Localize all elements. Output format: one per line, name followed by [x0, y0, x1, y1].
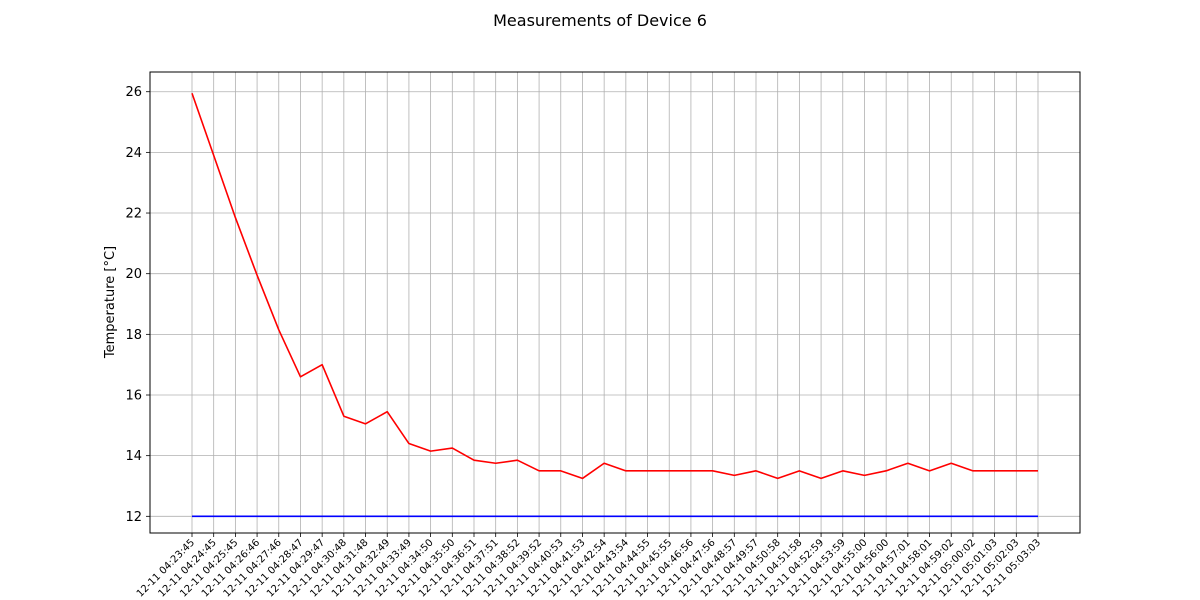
y-tick-label: 18	[125, 328, 142, 343]
y-axis: 12 14 16 18 20 22 24 26	[125, 85, 150, 525]
series-group	[191, 92, 1038, 518]
y-tick-label: 22	[125, 207, 142, 222]
plot-frame	[149, 71, 1081, 534]
y-tick-label: 20	[125, 267, 142, 282]
grid	[150, 72, 1080, 533]
y-tick-label: 24	[125, 146, 142, 161]
y-tick-label: 16	[125, 389, 142, 404]
chart-title: Measurements of Device 6	[493, 11, 707, 30]
y-tick-label: 14	[125, 449, 142, 464]
y-tick-label: 26	[125, 85, 142, 100]
y-axis-label: Temperature [°C]	[103, 246, 118, 359]
series-line-1	[191, 92, 1038, 480]
y-tick-label: 12	[125, 510, 142, 525]
